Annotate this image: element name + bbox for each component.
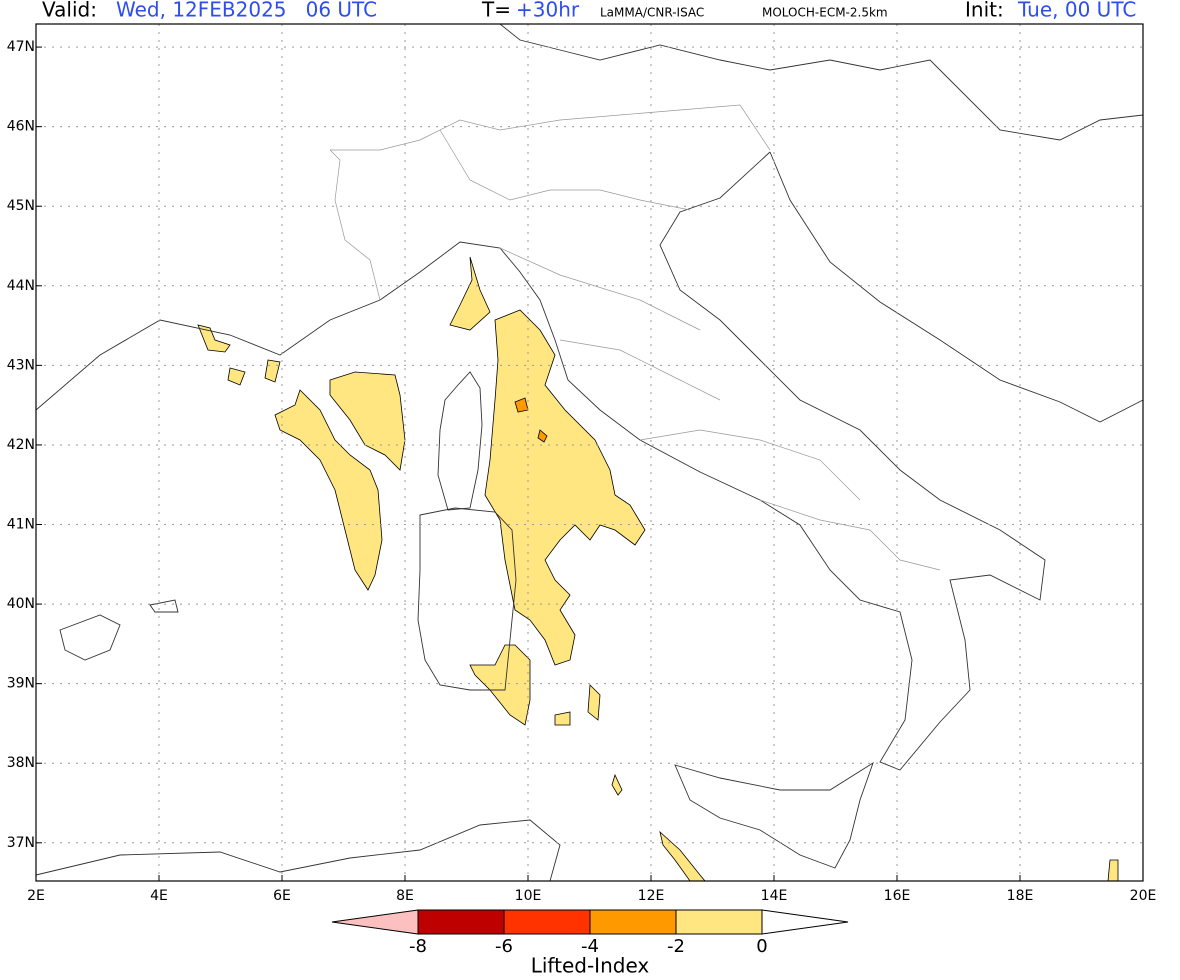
colorbar-tick-label: -6 bbox=[495, 936, 513, 957]
y-tick-label: 37N bbox=[7, 835, 35, 851]
coastline bbox=[35, 151, 1046, 771]
border bbox=[329, 104, 771, 301]
coastline bbox=[417, 507, 517, 691]
step: +30hr bbox=[516, 0, 580, 22]
coastlines bbox=[35, 23, 1144, 882]
li-area bbox=[274, 371, 406, 591]
colorbar-box bbox=[589, 909, 677, 935]
x-tick-label: 2E bbox=[27, 888, 45, 904]
y-tick-label: 40N bbox=[7, 596, 35, 612]
y-tick-label: 46N bbox=[7, 119, 35, 135]
colorbar-extend-high bbox=[761, 909, 849, 935]
li-area bbox=[469, 644, 531, 726]
y-tick-label: 44N bbox=[7, 278, 35, 294]
init-label: Init: bbox=[965, 0, 1004, 22]
valid-time: Wed, 12FEB2025 06 UTC bbox=[116, 0, 377, 22]
y-tick-label: 42N bbox=[7, 437, 35, 453]
y-tick-label: 41N bbox=[7, 517, 35, 533]
x-tick-label: 20E bbox=[1130, 888, 1157, 904]
li-area bbox=[197, 324, 1119, 882]
x-tick-label: 14E bbox=[761, 888, 788, 904]
x-tick-label: 6E bbox=[273, 888, 291, 904]
coastline bbox=[59, 599, 179, 661]
colorbar-title: Lifted-Index bbox=[531, 954, 650, 978]
x-tick-label: 8E bbox=[396, 888, 414, 904]
colorbar-tick-label: -2 bbox=[667, 936, 685, 957]
border bbox=[499, 247, 941, 571]
init-time: Tue, 00 UTC bbox=[1017, 0, 1136, 22]
colorbar-box bbox=[417, 909, 505, 935]
colorbar-tick-label: 0 bbox=[756, 936, 767, 957]
y-tick-label: 45N bbox=[7, 198, 35, 214]
coastline bbox=[437, 371, 483, 511]
y-tick-label: 38N bbox=[7, 755, 35, 771]
colorbar-tick-label: -4 bbox=[581, 936, 599, 957]
x-tick-label: 18E bbox=[1007, 888, 1034, 904]
header: Valid: Wed, 12FEB2025 06 UTC T= +30hr La… bbox=[42, 0, 1136, 22]
coastline bbox=[35, 819, 561, 882]
colorbar-extend-low bbox=[331, 909, 419, 935]
y-tick-label: 43N bbox=[7, 357, 35, 373]
colorbar: -8 -6 -4 -2 0 Lifted-Index bbox=[331, 909, 849, 978]
axis-ticks: 2E 4E 6E 8E 10E 12E 14E 16E 18E 20E 37N 38N 39N 40N 41… bbox=[7, 39, 1157, 904]
x-tick-label: 10E bbox=[515, 888, 542, 904]
colorbar-tick-label: -8 bbox=[409, 936, 427, 957]
map-frame bbox=[35, 23, 1144, 882]
coastline bbox=[499, 23, 1144, 141]
x-tick-label: 16E bbox=[884, 888, 911, 904]
y-tick-label: 47N bbox=[7, 39, 35, 55]
x-tick-label: 4E bbox=[150, 888, 168, 904]
grid bbox=[36, 24, 1143, 881]
coastline bbox=[769, 151, 1144, 423]
x-tick-label: 12E bbox=[638, 888, 665, 904]
colorbar-box bbox=[503, 909, 591, 935]
source: LaMMA/CNR-ISAC bbox=[600, 6, 704, 20]
y-tick-label: 39N bbox=[7, 676, 35, 692]
step-label: T= bbox=[481, 0, 511, 22]
li-area bbox=[449, 256, 646, 666]
colorbar-box bbox=[675, 909, 763, 935]
coastline bbox=[674, 761, 874, 869]
valid-label: Valid: bbox=[42, 0, 97, 22]
model: MOLOCH-ECM-2.5km bbox=[762, 6, 888, 20]
lifted-index-areas bbox=[197, 256, 1119, 882]
